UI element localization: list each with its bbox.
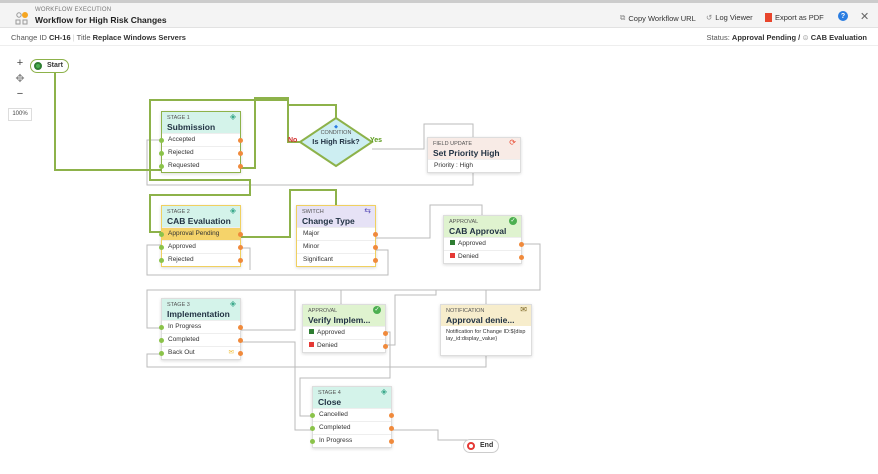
connector	[146, 353, 487, 368]
connector	[241, 341, 312, 431]
refresh-icon: ⟳	[509, 138, 516, 147]
condition-no-label: No	[288, 137, 298, 144]
connector	[299, 331, 391, 417]
header: WORKFLOW EXECUTION Workflow for High Ris…	[0, 0, 878, 28]
connector	[372, 123, 474, 150]
stage-row: Completed	[159, 333, 243, 346]
stage-row: In Progress	[310, 434, 394, 447]
verify-approval-node[interactable]: APPROVAL Verify Implem... ✓ Approved Denie…	[302, 304, 388, 353]
envelope-icon: ✉	[520, 305, 527, 314]
history-icon: ↺	[706, 13, 713, 22]
stage1-node[interactable]: STAGE 1 Submission ◈ Accepted Rejected Req…	[159, 111, 243, 173]
switch-row: Significant	[297, 253, 378, 266]
connector	[382, 290, 437, 346]
page-title: Workflow for High Risk Changes	[35, 15, 167, 25]
mail-icon: ✉	[228, 349, 234, 356]
end-node[interactable]: End	[463, 439, 500, 453]
end-icon	[467, 442, 475, 450]
connector	[392, 429, 470, 441]
stage-row: Rejected	[159, 253, 243, 266]
copy-workflow-url-button[interactable]: ⧉ Copy Workflow URL	[620, 13, 696, 23]
stage-row: Completed	[310, 421, 394, 434]
copy-icon: ⧉	[620, 13, 626, 22]
stage-row: In Progress	[159, 320, 243, 333]
stage2-node[interactable]: STAGE 2 CAB Evaluation ◈ Approval Pending …	[159, 205, 243, 267]
check-icon: ✓	[509, 217, 517, 225]
switch-row: Major	[297, 227, 378, 240]
status: Status: Approval Pending / ⊜ CAB Evaluat…	[706, 33, 867, 42]
cab-approval-node[interactable]: APPROVAL CAB Approval ✓ Approved Denied	[443, 215, 524, 264]
field-update-node[interactable]: FIELD UPDATE Set Priority High ⟳ Priority …	[427, 137, 521, 173]
change-id: Change ID CH-16 | Title Replace Windows …	[11, 33, 186, 42]
active-connector	[241, 97, 337, 169]
check-icon: ✓	[373, 306, 381, 314]
approval-row: Approved	[444, 237, 524, 250]
notification-node[interactable]: NOTIFICATION Approval denie... ✉ Notificat…	[440, 304, 532, 356]
stage-icon: ◈	[229, 112, 236, 121]
start-node[interactable]: Start	[30, 59, 69, 73]
stage-row: Back Out ✉	[159, 346, 243, 359]
pdf-icon	[765, 13, 772, 22]
help-icon[interactable]: ?	[838, 11, 848, 21]
condition-icon: ◆	[334, 124, 338, 130]
connector	[241, 247, 251, 270]
info-bar: Change ID CH-16 | Title Replace Windows …	[0, 29, 878, 46]
stage4-node[interactable]: STAGE 4 Close ◈ Cancelled Completed In Pro…	[310, 386, 394, 448]
approval-row: Denied	[303, 339, 388, 352]
connector	[146, 139, 474, 186]
switch-icon: ⇆	[364, 206, 371, 215]
stage3-node[interactable]: STAGE 3 Implementation ◈ In Progress Compl…	[159, 298, 243, 360]
approval-row: Denied	[444, 250, 524, 263]
stage-icon: ◈	[229, 206, 236, 215]
stage-row: Requested	[159, 159, 243, 172]
stage-icon: ◈	[380, 387, 387, 396]
condition-yes-label: Yes	[370, 137, 383, 144]
stage-row: Accepted	[159, 133, 243, 146]
recenter-button[interactable]: ✥	[15, 73, 25, 85]
connector	[376, 204, 483, 239]
header-subtitle: WORKFLOW EXECUTION	[35, 7, 112, 13]
zoom-level: 100%	[8, 108, 32, 121]
stage-row: Approved	[159, 240, 243, 253]
stage-icon: ◈	[229, 299, 236, 308]
approval-row: Approved	[303, 326, 388, 339]
connector	[146, 243, 541, 329]
zoom-in-button[interactable]: +	[16, 57, 24, 69]
export-pdf-button[interactable]: Export as PDF	[765, 13, 824, 22]
zoom-out-button[interactable]: −	[16, 88, 24, 100]
connector	[146, 244, 389, 276]
stage-row: Rejected	[159, 146, 243, 159]
close-icon[interactable]: ✕	[860, 11, 870, 23]
stage-row: Cancelled	[310, 408, 394, 421]
condition-diamond	[298, 116, 374, 168]
switch-row: Minor	[297, 240, 378, 253]
start-icon	[34, 62, 42, 70]
workflow-logo-icon	[15, 12, 28, 25]
switch-node[interactable]: SWITCH Change Type ⇆ Major Minor Significa…	[296, 205, 378, 267]
log-viewer-button[interactable]: ↺ Log Viewer	[706, 13, 753, 22]
active-connector	[54, 73, 161, 171]
connector	[241, 290, 296, 331]
condition-node[interactable]: ◆ CONDITION Is High Risk?	[306, 124, 366, 146]
active-connector	[149, 99, 300, 233]
stage-row-active: Approval Pending	[159, 227, 243, 240]
active-connector	[241, 189, 337, 238]
